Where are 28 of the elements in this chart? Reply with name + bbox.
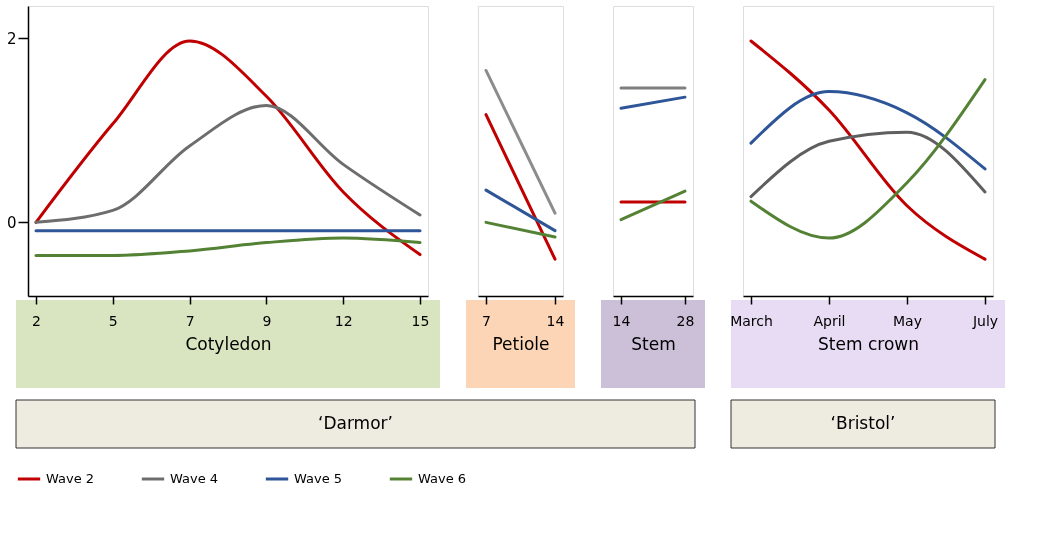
x-tick-label: July	[971, 312, 999, 329]
legend-label: Wave 2	[46, 471, 95, 486]
text: ‘Darmor’	[318, 413, 393, 433]
x-tick-label: 28	[676, 312, 695, 329]
line-series	[34, 39, 422, 257]
x-tick-label: March	[730, 312, 773, 329]
line-series	[34, 103, 422, 224]
x-tick-label: 14	[612, 312, 631, 329]
legend-label: Wave 5	[294, 471, 343, 486]
x-axis-title: Cotyledon	[185, 333, 272, 354]
y-tick-label: 0	[6, 213, 17, 232]
line-series	[34, 236, 422, 257]
legend-label: Wave 4	[170, 471, 219, 486]
x-tick-label: May	[893, 312, 922, 329]
x-tick-label: April	[813, 312, 846, 329]
x-tick-label: 2	[32, 312, 41, 329]
x-axis-title: Stem	[631, 333, 676, 354]
x-axis-title: Stem crown	[818, 333, 919, 354]
x-tick-label: 7	[482, 312, 491, 329]
x-axis-title: Petiole	[492, 333, 550, 354]
text: ‘Bristol’	[830, 413, 896, 433]
x-tick-label: 14	[546, 312, 565, 329]
legend-label: Wave 6	[418, 471, 467, 486]
x-tick-label: 12	[334, 312, 353, 329]
x-tick-label: 15	[411, 312, 430, 329]
x-tick-label: 5	[108, 312, 118, 329]
x-tick-label: 9	[262, 312, 272, 329]
x-tick-label: 7	[185, 312, 195, 329]
